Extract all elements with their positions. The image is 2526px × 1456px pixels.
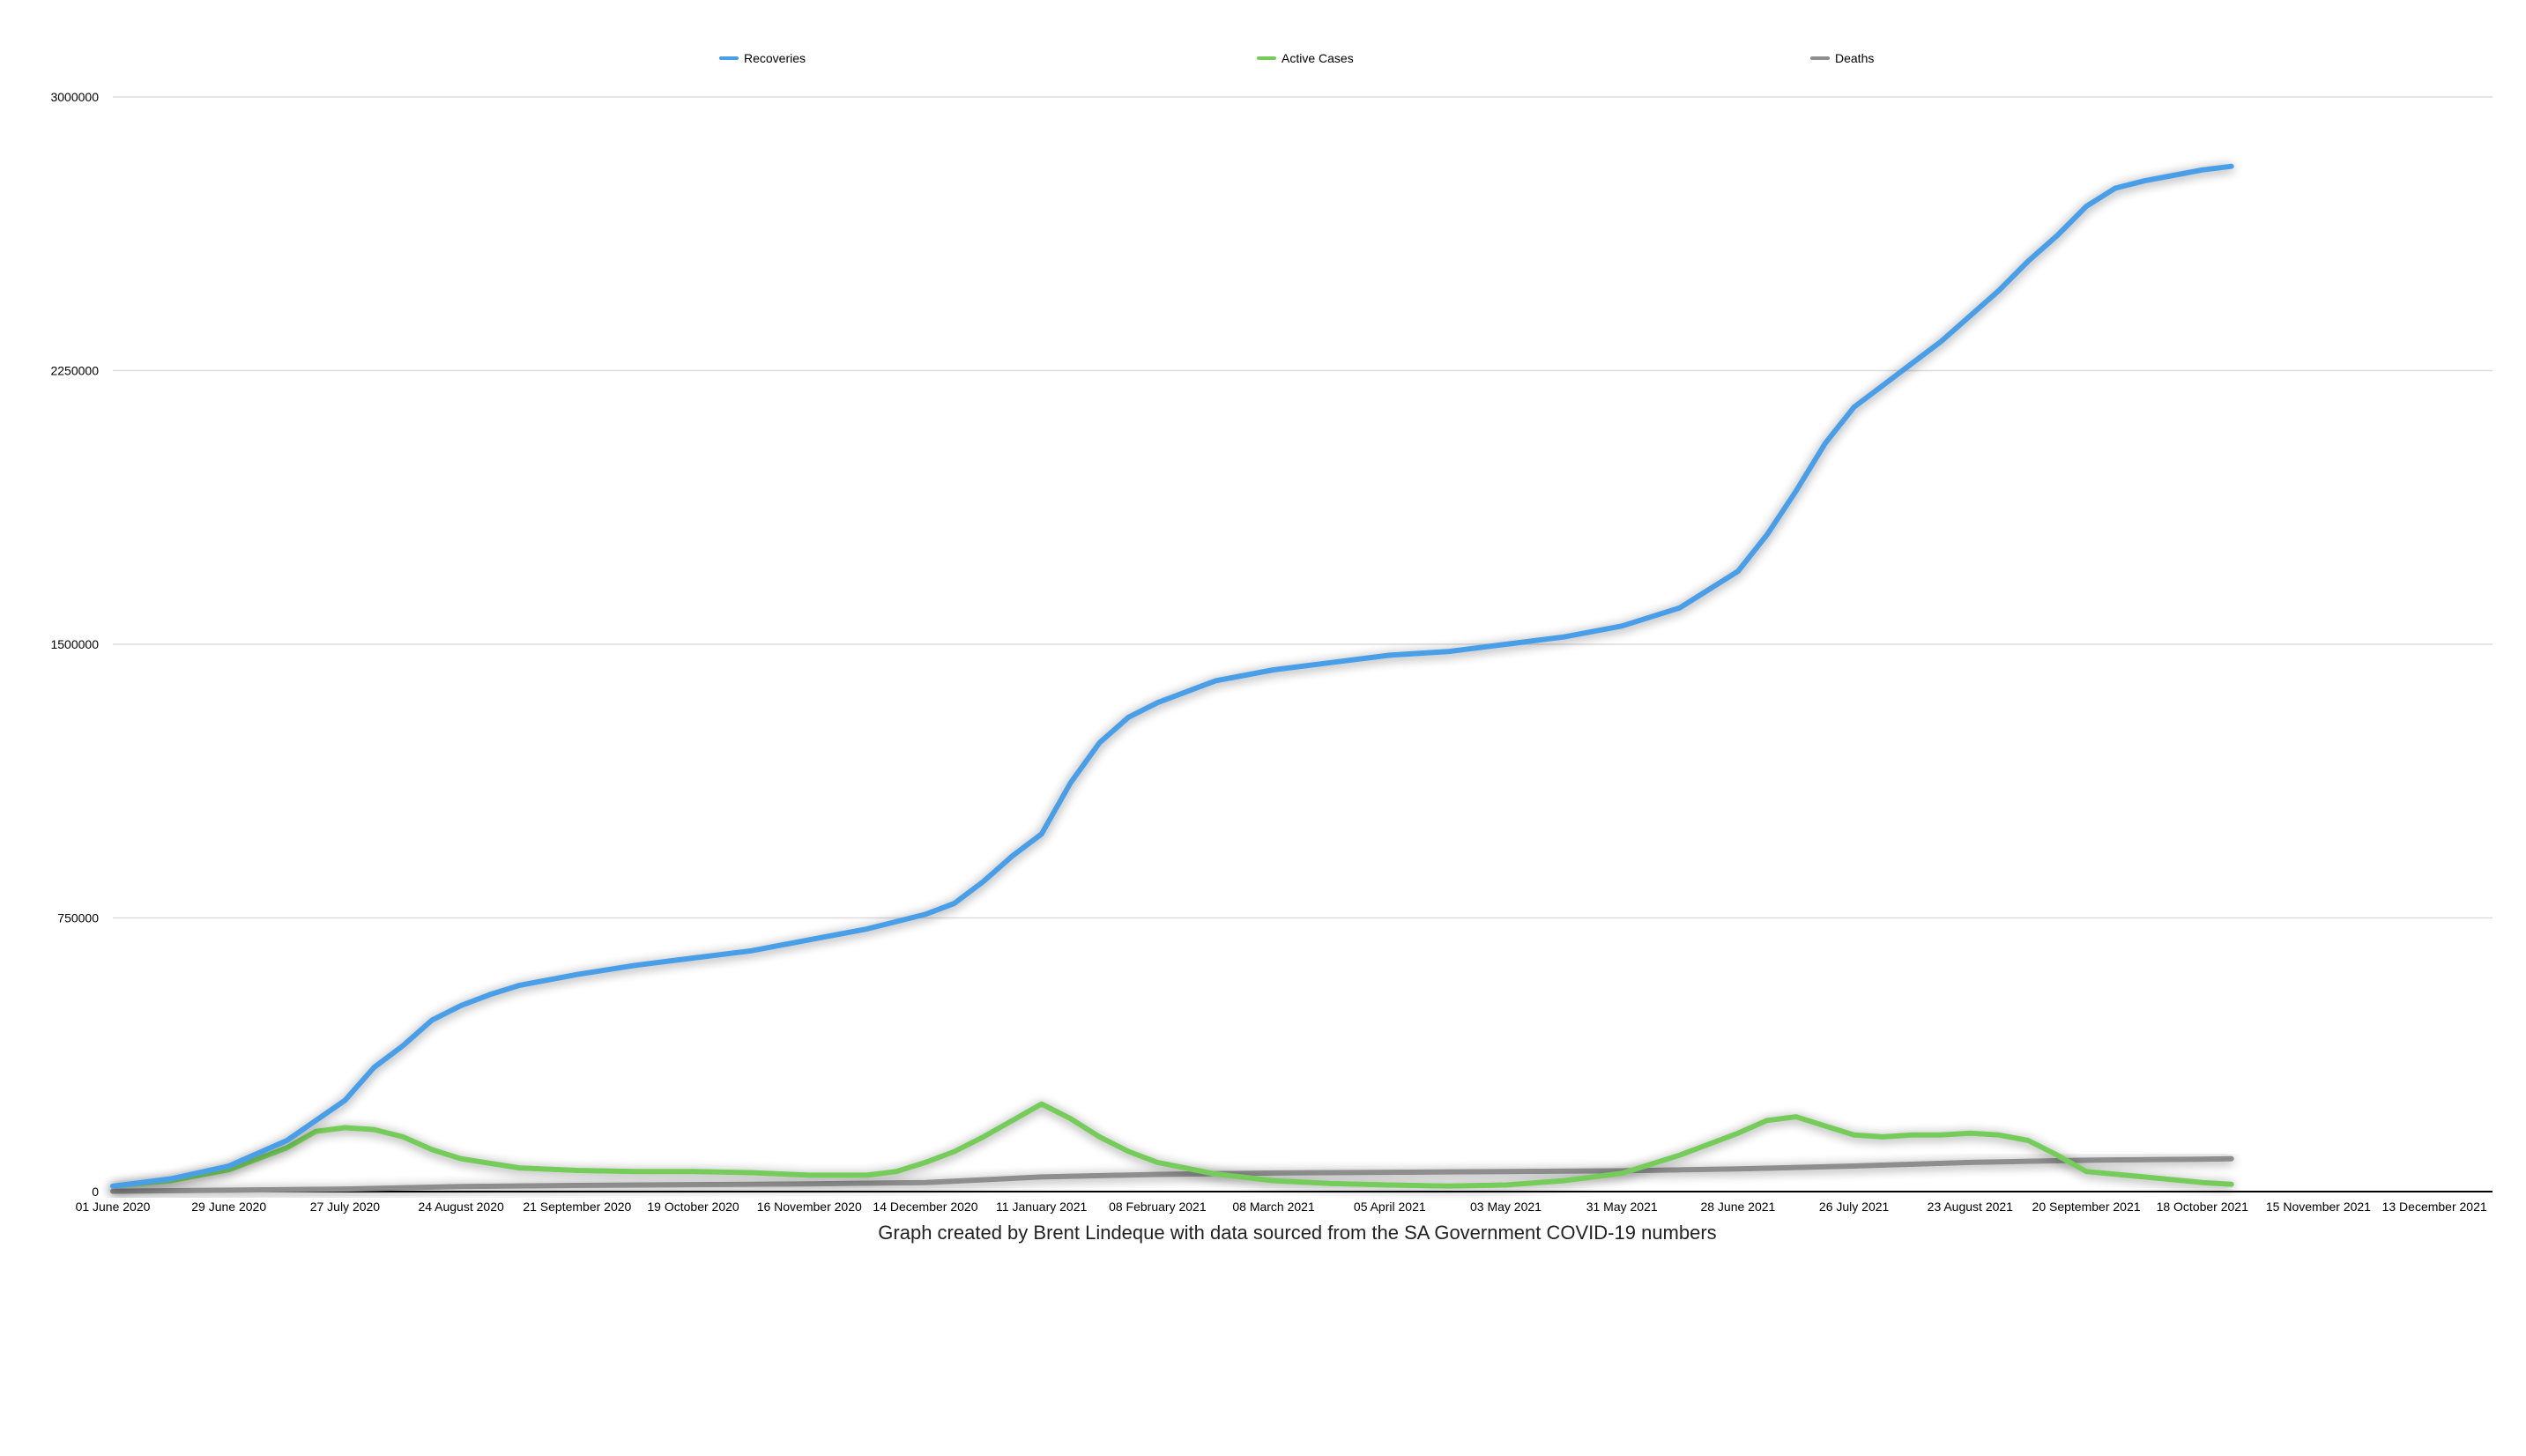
x-tick-label: 08 March 2021: [1232, 1200, 1315, 1214]
x-tick-label: 05 April 2021: [1354, 1200, 1426, 1214]
legend-label: Active Cases: [1282, 51, 1354, 65]
x-tick-label: 11 January 2021: [996, 1200, 1087, 1214]
y-axis: 0 750000 1500000 2250000 3000000: [50, 90, 99, 1199]
series-line-deaths: [110, 1155, 2234, 1194]
legend-label: Recoveries: [744, 51, 806, 65]
x-tick-label: 03 May 2021: [1470, 1200, 1542, 1214]
x-tick-label: 15 November 2021: [2266, 1200, 2371, 1214]
y-tick-label: 3000000: [50, 90, 99, 104]
x-tick-label: 01 June 2020: [76, 1200, 151, 1214]
chart-caption: Graph created by Brent Lindeque with dat…: [878, 1222, 1716, 1244]
x-tick-label: 26 July 2021: [1819, 1200, 1890, 1214]
x-tick-label: 18 October 2021: [2157, 1200, 2249, 1214]
x-tick-label: 23 August 2021: [1928, 1200, 2014, 1214]
x-tick-label: 31 May 2021: [1586, 1200, 1658, 1214]
x-tick-label: 21 September 2020: [523, 1200, 631, 1214]
y-tick-label: 2250000: [50, 364, 99, 378]
x-tick-label: 08 February 2021: [1109, 1200, 1207, 1214]
series-line-recoveries: [110, 163, 2234, 1189]
x-tick-label: 24 August 2020: [418, 1200, 504, 1214]
y-tick-label: 0: [92, 1185, 99, 1199]
x-tick-label: 29 June 2020: [191, 1200, 266, 1214]
series-lines: [110, 163, 2234, 1194]
x-tick-label: 19 October 2020: [647, 1200, 739, 1214]
x-tick-label: 27 July 2020: [310, 1200, 381, 1214]
x-tick-label: 14 December 2020: [873, 1200, 977, 1214]
x-axis: 01 June 2020 29 June 2020 27 July 2020 24 A…: [76, 1191, 2493, 1214]
x-tick-label: 13 December 2021: [2382, 1200, 2487, 1214]
legend-label: Deaths: [1835, 51, 1874, 65]
y-tick-label: 1500000: [50, 637, 99, 651]
gridlines: [113, 96, 2493, 919]
legend: Recoveries Active Cases Deaths: [719, 51, 1874, 65]
x-tick-label: 28 June 2021: [1700, 1200, 1775, 1214]
y-tick-label: 750000: [57, 911, 99, 925]
series-line-active-cases: [110, 1101, 2234, 1189]
x-tick-label: 16 November 2020: [757, 1200, 862, 1214]
x-tick-label: 20 September 2021: [2032, 1200, 2141, 1214]
